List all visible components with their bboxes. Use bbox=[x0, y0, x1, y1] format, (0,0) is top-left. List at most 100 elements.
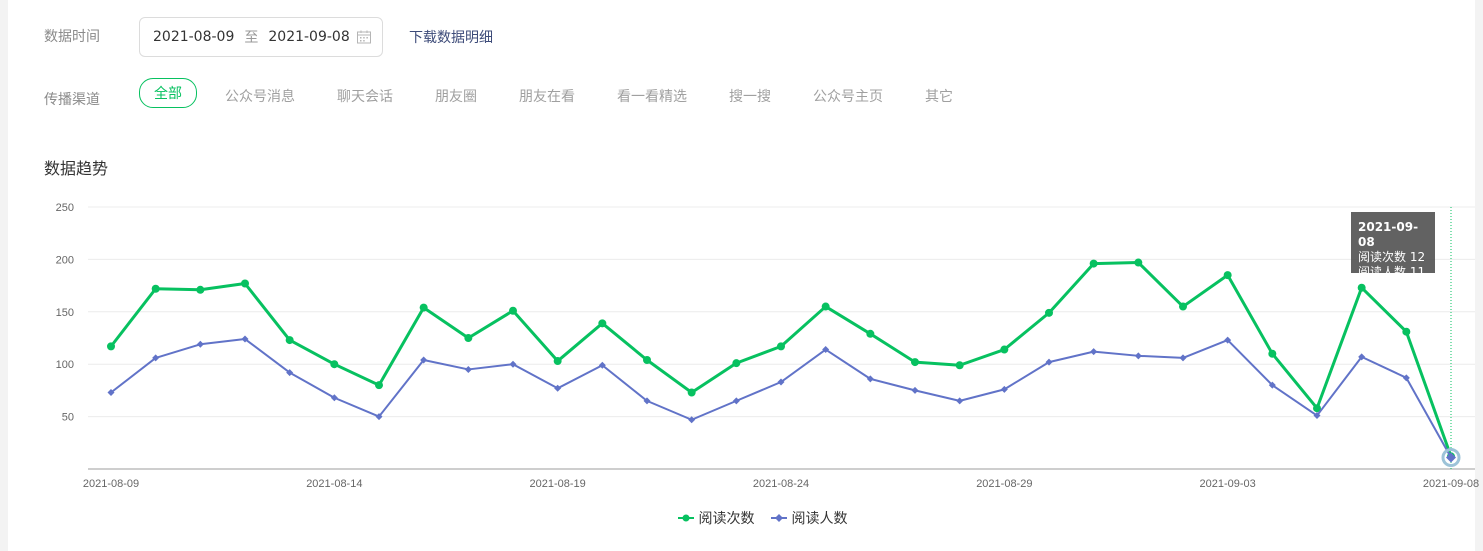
data-point-readers bbox=[509, 360, 517, 368]
channel-label: 传播渠道 bbox=[44, 92, 100, 108]
data-point-readers bbox=[1268, 381, 1276, 389]
chart-legend: 阅读次数 阅读人数 bbox=[0, 500, 1483, 530]
x-tick-label: 2021-09-03 bbox=[1200, 478, 1256, 490]
left-border bbox=[0, 0, 8, 551]
x-tick-label: 2021-08-19 bbox=[530, 478, 586, 490]
chart-tooltip: 2021-09-08 阅读次数 12 阅读人数 11 bbox=[1351, 212, 1435, 279]
series-line-0 bbox=[109, 261, 1453, 457]
y-tick-label: 200 bbox=[56, 254, 74, 266]
date-end[interactable]: 2021-09-08 bbox=[268, 29, 350, 45]
highlighted-point-halo bbox=[1441, 447, 1461, 467]
data-point-readers bbox=[777, 378, 785, 386]
data-point-reads bbox=[643, 356, 651, 365]
data-point-readers bbox=[286, 369, 294, 377]
data-point-readers bbox=[822, 346, 830, 354]
channel-tab-friends-watching[interactable]: 朋友在看 bbox=[519, 89, 575, 105]
channel-tab-top-stories[interactable]: 看一看精选 bbox=[617, 89, 687, 105]
legend-readers-label: 阅读人数 bbox=[791, 511, 848, 527]
data-point-readers bbox=[732, 397, 740, 405]
data-point-reads bbox=[553, 357, 562, 366]
legend-item-reads[interactable]: 阅读次数 bbox=[678, 508, 754, 528]
data-point-reads bbox=[196, 285, 205, 294]
section-title: 数据趋势 bbox=[44, 159, 109, 178]
calendar-icon[interactable] bbox=[356, 29, 372, 45]
channel-tab-other[interactable]: 其它 bbox=[925, 89, 953, 105]
data-point-readers bbox=[554, 384, 562, 392]
tooltip-line-readers: 阅读人数 11 bbox=[1358, 265, 1426, 279]
data-point-readers bbox=[464, 365, 472, 373]
data-point-reads bbox=[107, 342, 115, 351]
data-point-readers bbox=[688, 416, 696, 424]
trend-chart[interactable]: 50 100 150 200 250 2021-08-09 2021-08-14 2021-0… bbox=[0, 0, 1483, 500]
date-separator: 至 bbox=[244, 30, 259, 46]
date-range-label: 数据时间 bbox=[44, 29, 100, 45]
channel-tab-moments[interactable]: 朋友圈 bbox=[435, 89, 477, 105]
legend-item-readers[interactable]: 阅读人数 bbox=[771, 508, 847, 528]
data-point-reads bbox=[598, 319, 607, 328]
data-point-readers bbox=[1358, 353, 1366, 361]
data-point-reads bbox=[1089, 259, 1098, 268]
data-point-readers bbox=[1000, 385, 1008, 393]
data-point-reads bbox=[777, 342, 785, 351]
data-point-reads bbox=[687, 388, 696, 397]
data-point-readers bbox=[375, 413, 383, 421]
data-point-reads bbox=[509, 306, 517, 315]
data-point-readers bbox=[598, 361, 606, 369]
data-point-reads bbox=[1223, 271, 1232, 280]
data-point-reads bbox=[866, 329, 875, 338]
data-point-readers bbox=[1090, 348, 1098, 356]
data-point-reads bbox=[821, 302, 830, 311]
data-point-readers bbox=[1179, 354, 1187, 362]
x-tick-label: 2021-08-29 bbox=[976, 478, 1032, 490]
tooltip-line-reads: 阅读次数 12 bbox=[1358, 250, 1426, 264]
data-point-reads bbox=[151, 284, 160, 293]
data-point-readers bbox=[1402, 374, 1410, 382]
x-tick-label: 2021-08-24 bbox=[753, 478, 809, 490]
data-point-reads bbox=[1313, 404, 1321, 413]
data-point-readers bbox=[866, 375, 874, 383]
data-point-reads bbox=[241, 279, 249, 288]
data-point-readers bbox=[420, 356, 428, 364]
date-range-picker[interactable]: 2021-08-09 至 2021-09-08 bbox=[139, 17, 383, 57]
channel-tab-all[interactable]: 全部 bbox=[139, 78, 197, 108]
channel-tab-account-home[interactable]: 公众号主页 bbox=[813, 89, 883, 105]
data-point-readers bbox=[107, 388, 115, 396]
data-point-readers bbox=[911, 386, 919, 394]
data-point-reads bbox=[285, 336, 294, 345]
data-point-reads bbox=[911, 358, 919, 367]
data-point-reads bbox=[732, 359, 741, 368]
data-point-readers bbox=[1313, 412, 1321, 420]
x-tick-label: 2021-08-14 bbox=[306, 478, 362, 490]
y-tick-label: 50 bbox=[62, 412, 74, 424]
y-tick-label: 150 bbox=[56, 307, 74, 319]
data-point-readers bbox=[1134, 352, 1142, 360]
data-point-readers bbox=[196, 340, 204, 348]
tooltip-date: 2021-09-08 bbox=[1358, 220, 1419, 249]
highlighted-point bbox=[1446, 452, 1456, 463]
data-point-reads bbox=[955, 361, 964, 370]
right-border bbox=[1475, 0, 1483, 551]
date-start[interactable]: 2021-08-09 bbox=[153, 29, 235, 45]
data-point-readers bbox=[241, 335, 249, 343]
data-point-readers bbox=[152, 354, 160, 362]
channel-tab-official-message[interactable]: 公众号消息 bbox=[225, 89, 295, 105]
y-tick-label: 100 bbox=[56, 359, 74, 371]
channel-tab-search[interactable]: 搜一搜 bbox=[729, 89, 771, 105]
download-detail-link[interactable]: 下载数据明细 bbox=[409, 30, 493, 46]
channel-tab-chat[interactable]: 聊天会话 bbox=[337, 89, 393, 105]
data-point-reads bbox=[375, 381, 383, 390]
data-point-reads bbox=[1357, 283, 1366, 292]
data-point-reads bbox=[1045, 308, 1053, 317]
x-tick-label: 2021-09-08 bbox=[1423, 478, 1479, 490]
data-point-reads bbox=[1134, 258, 1143, 267]
data-point-readers bbox=[330, 394, 338, 402]
data-point-readers bbox=[1045, 358, 1053, 366]
data-point-reads bbox=[1000, 345, 1009, 354]
series-line-1 bbox=[110, 338, 1452, 458]
legend-reads-label: 阅读次数 bbox=[698, 511, 755, 527]
data-point-readers bbox=[1224, 336, 1232, 344]
data-point-readers bbox=[956, 397, 964, 405]
data-point-reads bbox=[1268, 349, 1277, 358]
y-tick-label: 250 bbox=[56, 202, 74, 214]
x-tick-label: 2021-08-09 bbox=[83, 478, 139, 490]
